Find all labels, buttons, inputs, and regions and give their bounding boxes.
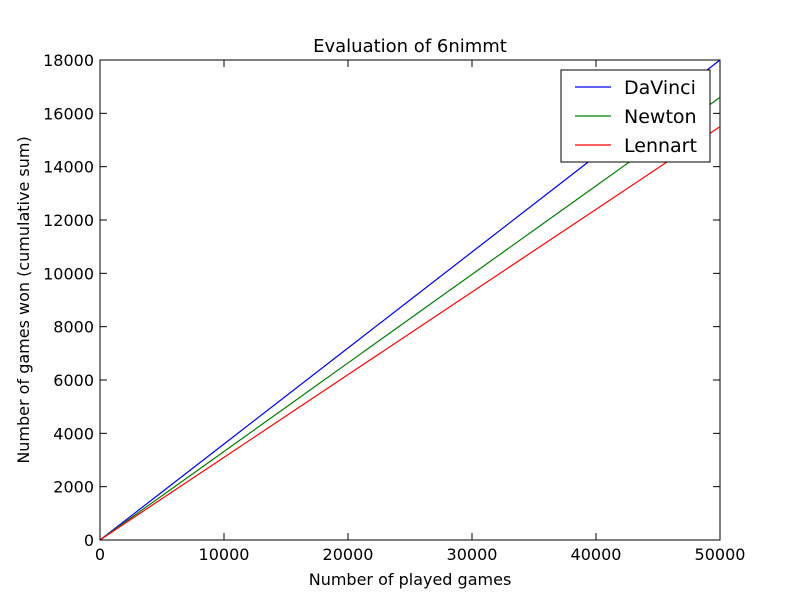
x-tick-label: 20000 bbox=[323, 545, 374, 564]
plot-area: 0 10000 20000 30000 40000 50000 0 2000 4000 6000 8… bbox=[43, 51, 745, 564]
y-axis-label: Number of games won (cumulative sum) bbox=[14, 136, 33, 463]
y-tick-label: 14000 bbox=[43, 158, 94, 177]
y-tick-label: 12000 bbox=[43, 211, 94, 230]
x-tick-label: 10000 bbox=[199, 545, 250, 564]
chart-title: Evaluation of 6nimmt bbox=[313, 36, 507, 57]
legend-label-lennart: Lennart bbox=[624, 135, 697, 157]
y-tick-label: 4000 bbox=[53, 424, 94, 443]
y-tick-label: 8000 bbox=[53, 318, 94, 337]
x-axis-label: Number of played games bbox=[309, 570, 512, 589]
series-line-lennart bbox=[99, 126, 721, 541]
y-tick-label: 16000 bbox=[43, 104, 94, 123]
x-tick-label: 50000 bbox=[695, 545, 746, 564]
y-tick-label: 2000 bbox=[53, 478, 94, 497]
y-tick-label: 6000 bbox=[53, 371, 94, 390]
x-tick-label: 0 bbox=[95, 545, 105, 564]
x-tick-label: 30000 bbox=[447, 545, 498, 564]
legend-label-davinci: DaVinci bbox=[624, 77, 696, 99]
y-tick-label: 0 bbox=[84, 531, 94, 550]
legend-label-newton: Newton bbox=[624, 106, 697, 128]
x-tick-label: 40000 bbox=[571, 545, 622, 564]
y-tick-label: 18000 bbox=[43, 51, 94, 70]
series-line-newton bbox=[99, 96, 721, 541]
y-tick-label: 10000 bbox=[43, 264, 94, 283]
